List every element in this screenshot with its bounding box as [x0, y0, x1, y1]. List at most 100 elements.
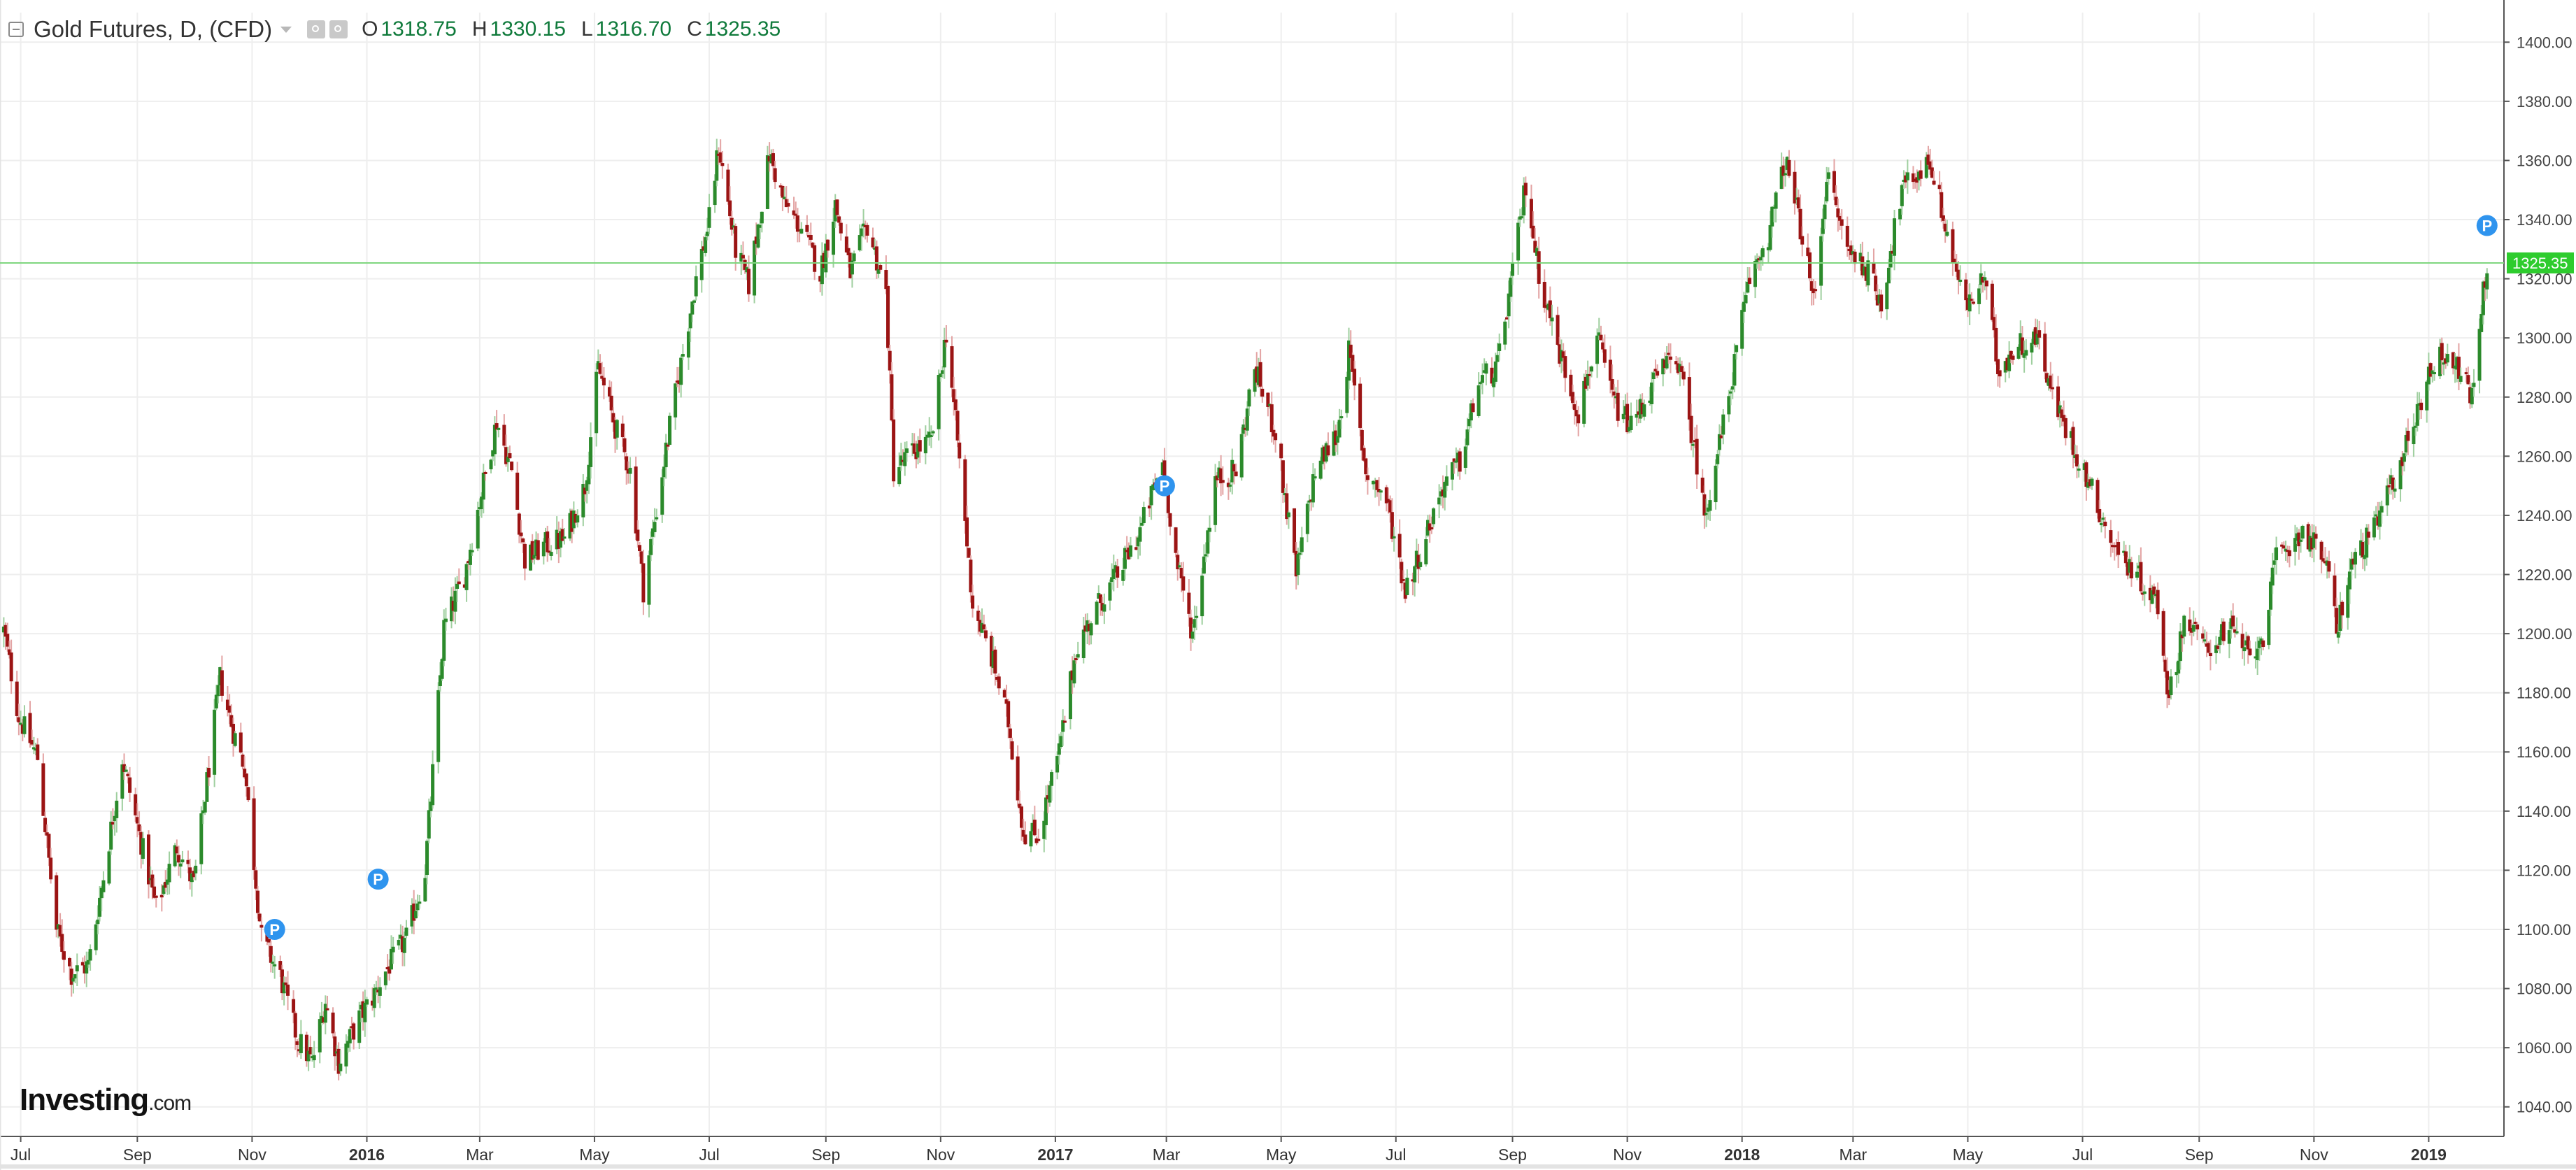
collapse-legend-icon[interactable] [8, 22, 24, 37]
x-tick-label: 2016 [349, 1146, 385, 1164]
candle-body [677, 380, 681, 385]
candle-body [1189, 618, 1193, 638]
candle-body [1217, 467, 1221, 478]
candle-body [1651, 372, 1656, 380]
candle-body [1926, 154, 1930, 165]
candle-body [811, 242, 815, 248]
candle-body [611, 413, 615, 423]
candle-body [1642, 404, 1646, 417]
candle-body [504, 447, 508, 464]
candle-body [1046, 795, 1050, 799]
candle-body [2035, 334, 2040, 345]
candle-body [146, 834, 150, 885]
candle-body [28, 713, 32, 743]
candle-body [1095, 601, 1099, 625]
candle-body [1983, 277, 1987, 281]
candle-body [1089, 623, 1093, 636]
x-tick-label: May [1266, 1146, 1297, 1164]
candle-body [2196, 624, 2200, 629]
candle-body [692, 300, 697, 303]
candle-body [1255, 366, 1259, 383]
candle-body [1550, 318, 1554, 322]
candle-body [1858, 252, 1863, 262]
candle-body [1913, 178, 1917, 182]
candle-body [1732, 354, 1737, 386]
candle-body [596, 361, 600, 370]
y-tick-label: 1300.00 [2517, 329, 2573, 347]
candle-body [1140, 522, 1144, 526]
candle-body [969, 559, 973, 592]
candle-body [56, 924, 60, 929]
settings-gear-icon[interactable] [329, 20, 348, 38]
candle-body [1384, 487, 1388, 504]
candle-body [1610, 379, 1614, 390]
candle-body [1281, 460, 1285, 493]
candle-body [2156, 590, 2160, 615]
candle-body [2426, 366, 2431, 385]
candle-body [323, 1004, 327, 1023]
candle-body [1862, 266, 1866, 276]
candle-body [357, 1010, 362, 1043]
candle-body [141, 838, 145, 859]
chevron-down-icon[interactable] [280, 26, 292, 33]
candle-body [1964, 279, 1968, 301]
candle-body [1239, 434, 1244, 478]
candle-body [350, 1026, 354, 1029]
candle-body [1358, 383, 1362, 428]
candle-body [636, 529, 640, 541]
candle-body [1661, 358, 1665, 375]
candle-body [822, 252, 826, 269]
candle-body [1832, 171, 1836, 193]
candle-body [2485, 273, 2489, 290]
candle-body [243, 769, 247, 778]
candle-body [1020, 806, 1024, 828]
candle-body [589, 437, 593, 467]
candle-body [1324, 443, 1328, 462]
candle-body [1149, 485, 1153, 506]
candle-body [1759, 257, 1763, 261]
ohlc-high-value: 1330.15 [490, 17, 566, 41]
candle-body [1484, 363, 1488, 374]
candle-body [295, 1041, 299, 1046]
candle-body [1932, 180, 1936, 185]
candle-body [1176, 555, 1180, 570]
candle-body [1313, 476, 1317, 479]
candle-body [506, 456, 510, 462]
candle-body [1951, 229, 1955, 263]
visibility-toggle-icon[interactable] [307, 20, 326, 38]
candle-body [1113, 565, 1118, 573]
candle-body [2325, 560, 2329, 566]
candle-body [1627, 427, 1631, 431]
candle-body [218, 667, 222, 685]
candle-body [1717, 434, 1721, 450]
candle-body [1480, 375, 1484, 383]
candle-body [457, 581, 461, 585]
candle-body [2391, 477, 2395, 490]
candle-body [1492, 378, 1496, 387]
candle-body [1847, 248, 1851, 251]
x-tick-label: Nov [1613, 1146, 1642, 1164]
candle-body [1774, 192, 1778, 209]
candle-body [292, 999, 296, 1013]
candle-body [1070, 670, 1074, 680]
candle-body [2231, 615, 2235, 627]
candle-body [508, 453, 512, 459]
candle-body [832, 221, 836, 255]
candle-body [1283, 493, 1287, 496]
candle-body [2165, 671, 2170, 694]
candle-body [860, 228, 864, 236]
candle-body [1321, 447, 1325, 464]
candle-body [2037, 330, 2042, 338]
candle-body [747, 269, 751, 294]
candle-body [36, 744, 40, 760]
candle-body [134, 794, 138, 815]
candle-body [1616, 392, 1620, 421]
x-tick-label: Sep [123, 1146, 152, 1164]
candle-body [1588, 373, 1592, 376]
candle-body [2161, 611, 2165, 656]
candle-body [1937, 185, 1942, 190]
candle-body [1294, 550, 1298, 577]
candle-body [765, 155, 769, 209]
